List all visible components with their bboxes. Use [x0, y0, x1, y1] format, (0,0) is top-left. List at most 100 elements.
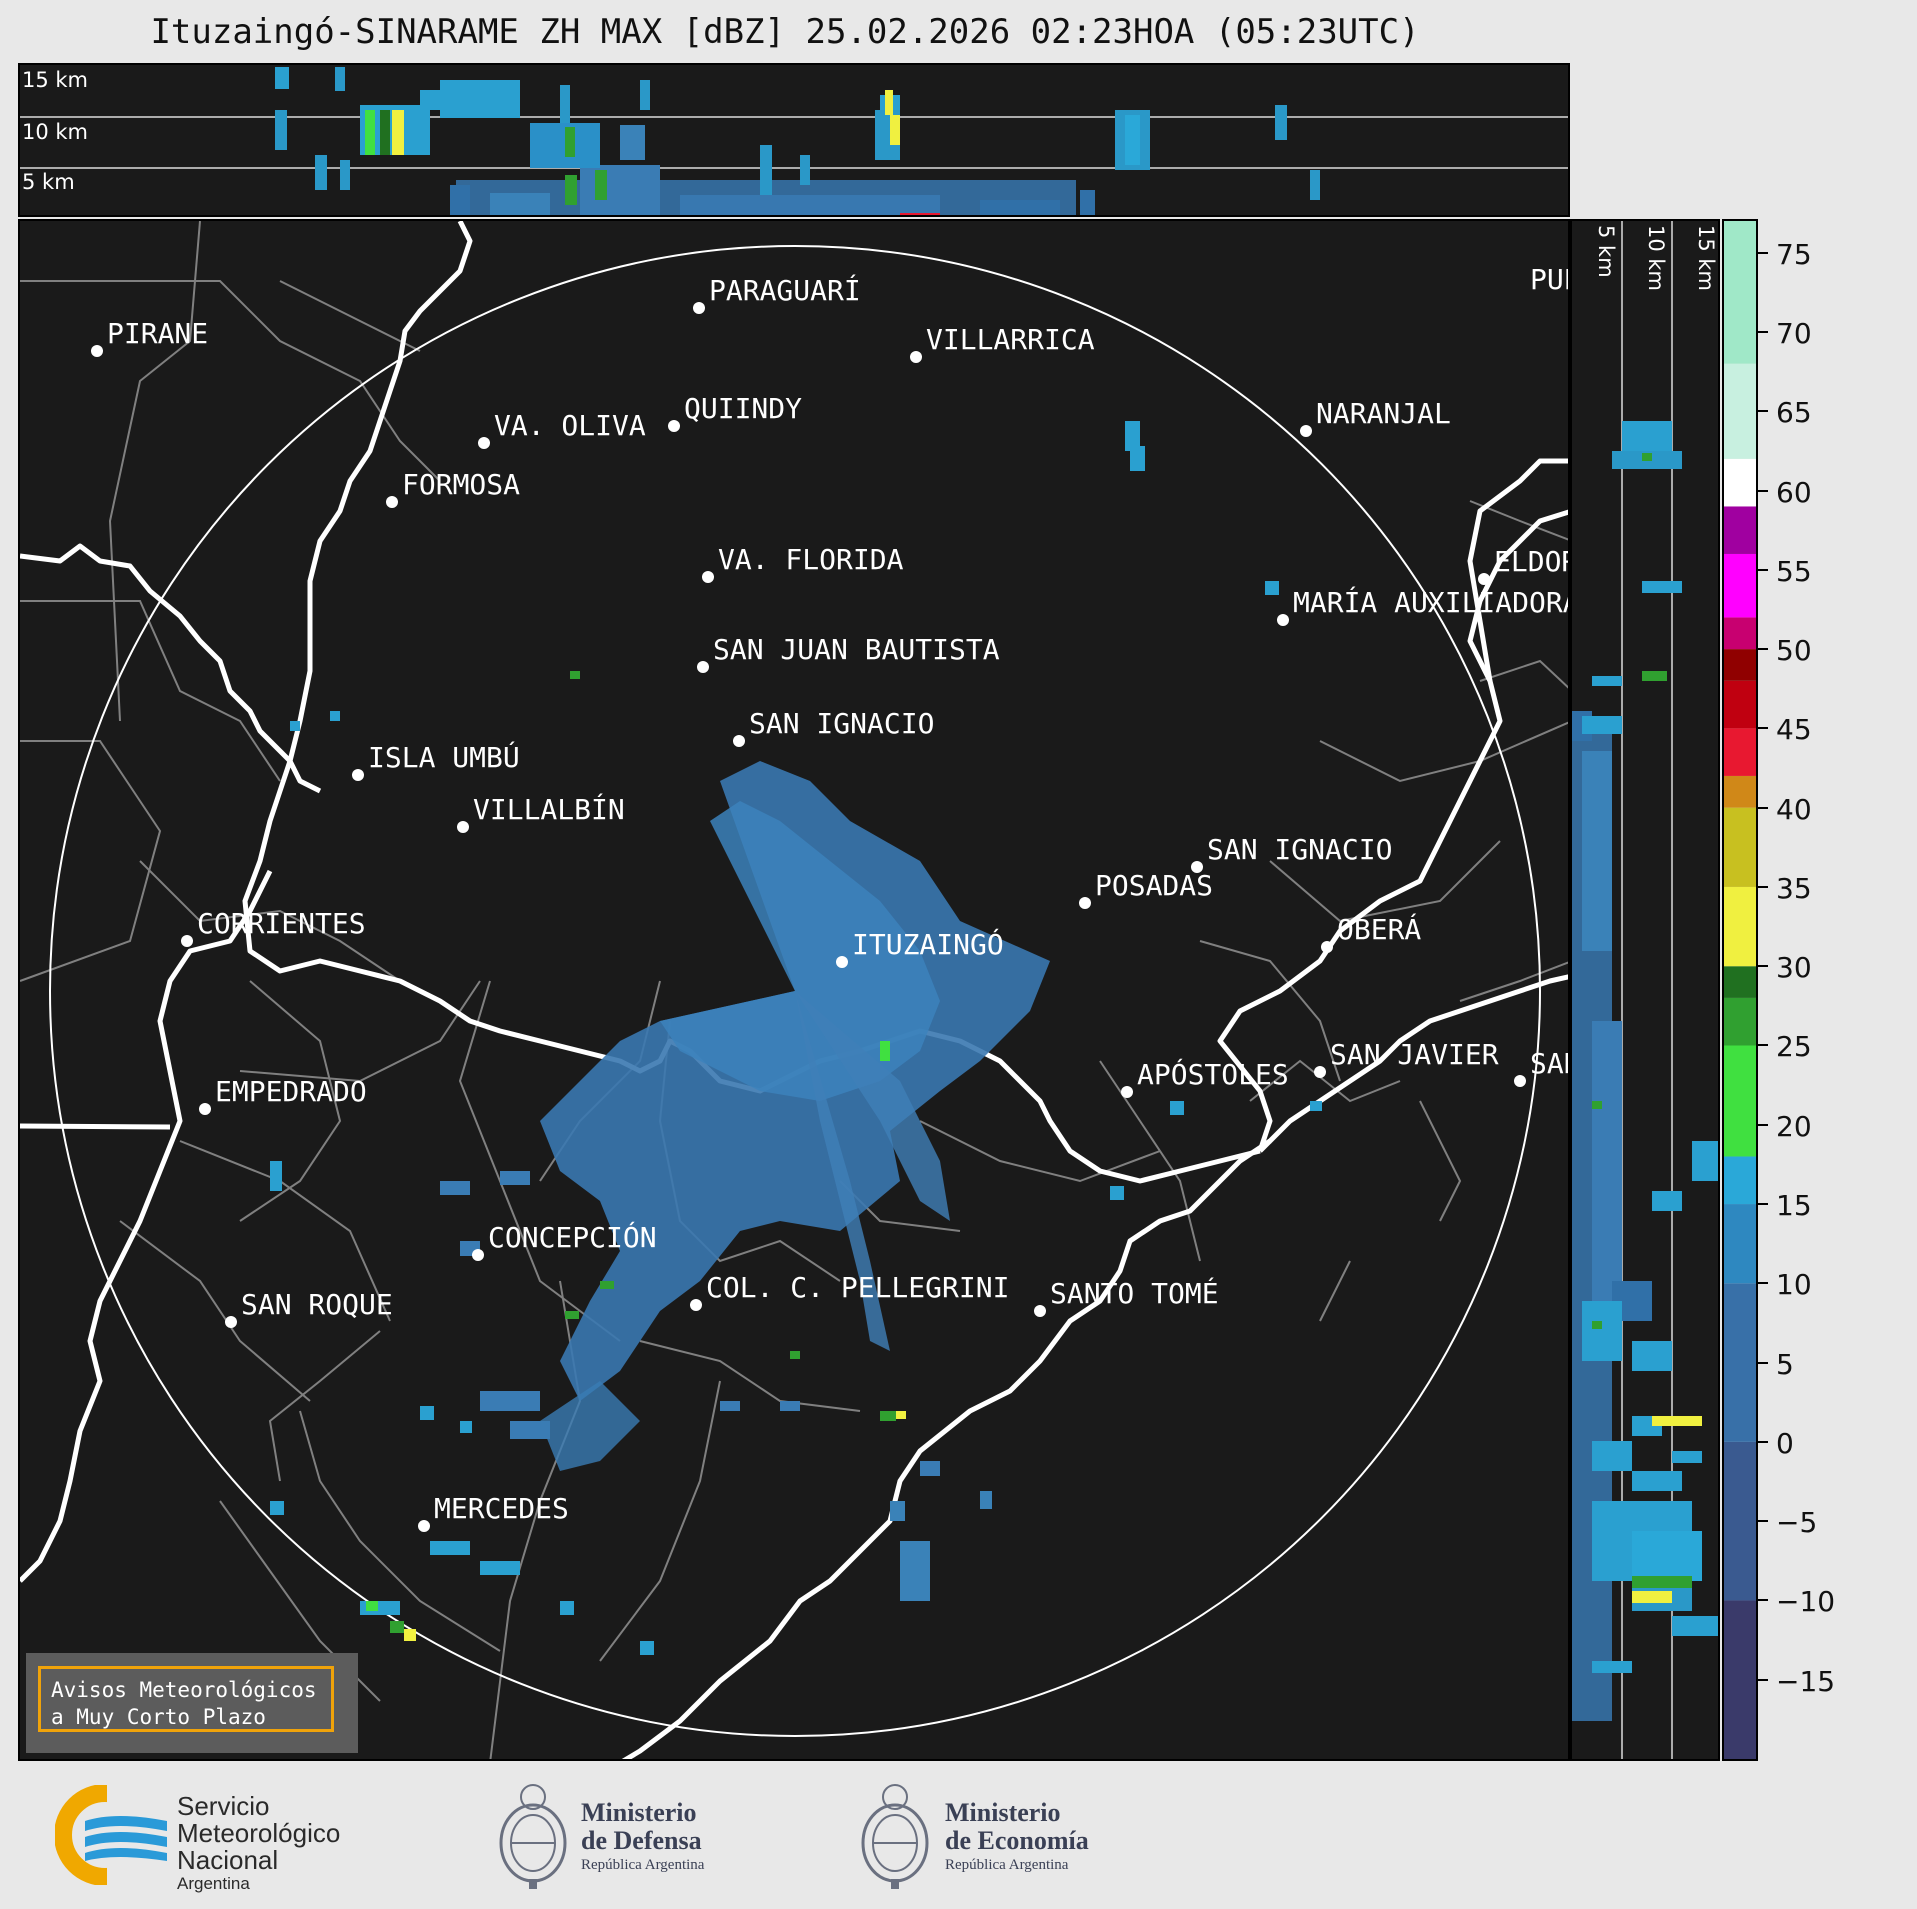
colorbar-tick-mark	[1758, 965, 1768, 968]
coat-of-arms-icon	[499, 1784, 567, 1889]
smn-text-4: Argentina	[177, 1874, 250, 1893]
coat-of-arms-icon	[861, 1784, 929, 1889]
colorbar-tick-mark	[1758, 251, 1768, 254]
top-label-5km: 5 km	[22, 170, 75, 194]
colorbar-segment	[1724, 886, 1756, 967]
colorbar-segment	[1724, 1600, 1756, 1759]
colorbar-tick-label: 35	[1776, 871, 1812, 905]
top-label-15km: 15 km	[22, 68, 89, 92]
colorbar-tick-label: 25	[1776, 1030, 1812, 1064]
economia-text-1: Ministerio	[945, 1798, 1061, 1827]
warning-line-1: Avisos Meteorológicos	[51, 1678, 317, 1702]
smn-text-3: Nacional	[177, 1845, 279, 1875]
river-uruguay	[621, 458, 1568, 1759]
colorbar-tick-mark	[1758, 648, 1768, 651]
side-label-15km: 15 km	[1694, 225, 1718, 292]
warning-line-2: a Muy Corto Plazo	[51, 1705, 266, 1729]
defensa-text-1: Ministerio	[581, 1798, 697, 1827]
colorbar-tick-mark	[1758, 1520, 1768, 1523]
colorbar-tick-mark	[1758, 1361, 1768, 1364]
defensa-logo: Ministerio de Defensa República Argentin…	[493, 1775, 753, 1895]
colorbar-segment	[1724, 1283, 1756, 1442]
colorbar-tick-label: 0	[1776, 1426, 1794, 1460]
colorbar-segment	[1724, 363, 1756, 459]
top-label-10km: 10 km	[22, 120, 89, 144]
colorbar-segment	[1724, 1156, 1756, 1205]
colorbar-tick-mark	[1758, 727, 1768, 730]
colorbar-segment	[1724, 1441, 1756, 1601]
colorbar-tick-mark	[1758, 410, 1768, 413]
top-cross-section-plot	[20, 67, 1568, 215]
top-cross-section-panel: 15 km 10 km 5 km	[18, 63, 1570, 217]
colorbar-segment	[1724, 221, 1756, 364]
colorbar-segment	[1724, 1045, 1756, 1157]
colorbar-segment	[1724, 966, 1756, 998]
colorbar-tick-mark	[1758, 1678, 1768, 1681]
colorbar-tick-label: 15	[1776, 1189, 1812, 1223]
radar-map	[20, 221, 1568, 1759]
colorbar-tick-label: 10	[1776, 1268, 1812, 1302]
side-cross-section-plot	[1572, 221, 1718, 1759]
colorbar-tick-label: 60	[1776, 475, 1812, 509]
colorbar-tick-mark	[1758, 1203, 1768, 1206]
colorbar-tick-mark	[1758, 806, 1768, 809]
colorbar-segment	[1724, 807, 1756, 887]
smn-emblem-icon	[55, 1785, 175, 1885]
colorbar-segment	[1724, 506, 1756, 554]
colorbar-tick-mark	[1758, 1044, 1768, 1047]
colorbar-tick-label: 65	[1776, 396, 1812, 430]
colorbar-segment	[1724, 1204, 1756, 1284]
radar-echoes	[270, 421, 1322, 1655]
colorbar-segment	[1724, 997, 1756, 1046]
colorbar-tick-mark	[1758, 1123, 1768, 1126]
smn-logo: Servicio Meteorológico Nacional Argentin…	[55, 1785, 395, 1895]
warning-box-frame[interactable]: Avisos Meteorológicos a Muy Corto Plazo	[38, 1666, 334, 1732]
defensa-text-2: de Defensa	[581, 1826, 702, 1855]
colorbar-tick-mark	[1758, 330, 1768, 333]
colorbar-segment	[1724, 775, 1756, 808]
colorbar-tick-mark	[1758, 1282, 1768, 1285]
colorbar-tick-label: 70	[1776, 316, 1812, 350]
colorbar	[1722, 219, 1758, 1761]
colorbar-tick-label: 30	[1776, 951, 1812, 985]
country-borders	[20, 221, 1261, 1184]
colorbar-segment	[1724, 553, 1756, 618]
smn-text-2: Meteorológico	[177, 1818, 341, 1848]
colorbar-segment	[1724, 617, 1756, 650]
colorbar-tick-label: 55	[1776, 554, 1812, 588]
economia-text-3: República Argentina	[945, 1857, 1069, 1873]
warning-box[interactable]: Avisos Meteorológicos a Muy Corto Plazo	[26, 1653, 358, 1753]
colorbar-tick-label: 40	[1776, 792, 1812, 826]
colorbar-gradient	[1724, 221, 1756, 1759]
colorbar-tick-mark	[1758, 885, 1768, 888]
smn-text-1: Servicio	[177, 1791, 270, 1821]
colorbar-tick-label: 45	[1776, 713, 1812, 747]
colorbar-tick-label: 75	[1776, 237, 1812, 271]
echo-cells-top	[275, 67, 1320, 215]
colorbar-tick-label: −10	[1776, 1585, 1836, 1619]
colorbar-segment	[1724, 458, 1756, 507]
colorbar-tick-label: −15	[1776, 1664, 1836, 1698]
side-cross-section-panel: 5 km 10 km 15 km	[1570, 219, 1720, 1761]
colorbar-tick-mark	[1758, 568, 1768, 571]
colorbar-segment	[1724, 680, 1756, 729]
colorbar-segment	[1724, 728, 1756, 776]
colorbar-tick-mark	[1758, 1599, 1768, 1602]
colorbar-tick-mark	[1758, 1440, 1768, 1443]
footer-logos: Servicio Meteorológico Nacional Argentin…	[0, 1761, 1917, 1909]
range-ring	[49, 245, 1541, 1737]
economia-logo: Ministerio de Economía República Argenti…	[855, 1775, 1175, 1895]
chart-title: Ituzaingó-SINARAME ZH MAX [dBZ] 25.02.20…	[150, 12, 1420, 52]
radar-map-panel: PARAGUARÍ VILLARRICA PIRANE VA. OLIVA QU…	[18, 219, 1570, 1761]
defensa-text-3: República Argentina	[581, 1857, 705, 1873]
colorbar-tick-label: 20	[1776, 1109, 1812, 1143]
colorbar-tick-label: 5	[1776, 1347, 1794, 1381]
colorbar-tick-label: 50	[1776, 634, 1812, 668]
colorbar-ticks: 75 70 65 60 55 50 45 40 35 30 25 20 15 10 5 0 −5 −10 −15	[1758, 219, 1908, 1761]
echo-cells-side	[1572, 421, 1718, 1721]
colorbar-tick-mark	[1758, 489, 1768, 492]
side-label-5km: 5 km	[1594, 225, 1618, 278]
side-label-10km: 10 km	[1644, 225, 1668, 292]
colorbar-tick-label: −5	[1776, 1506, 1818, 1540]
economia-text-2: de Economía	[945, 1826, 1089, 1855]
